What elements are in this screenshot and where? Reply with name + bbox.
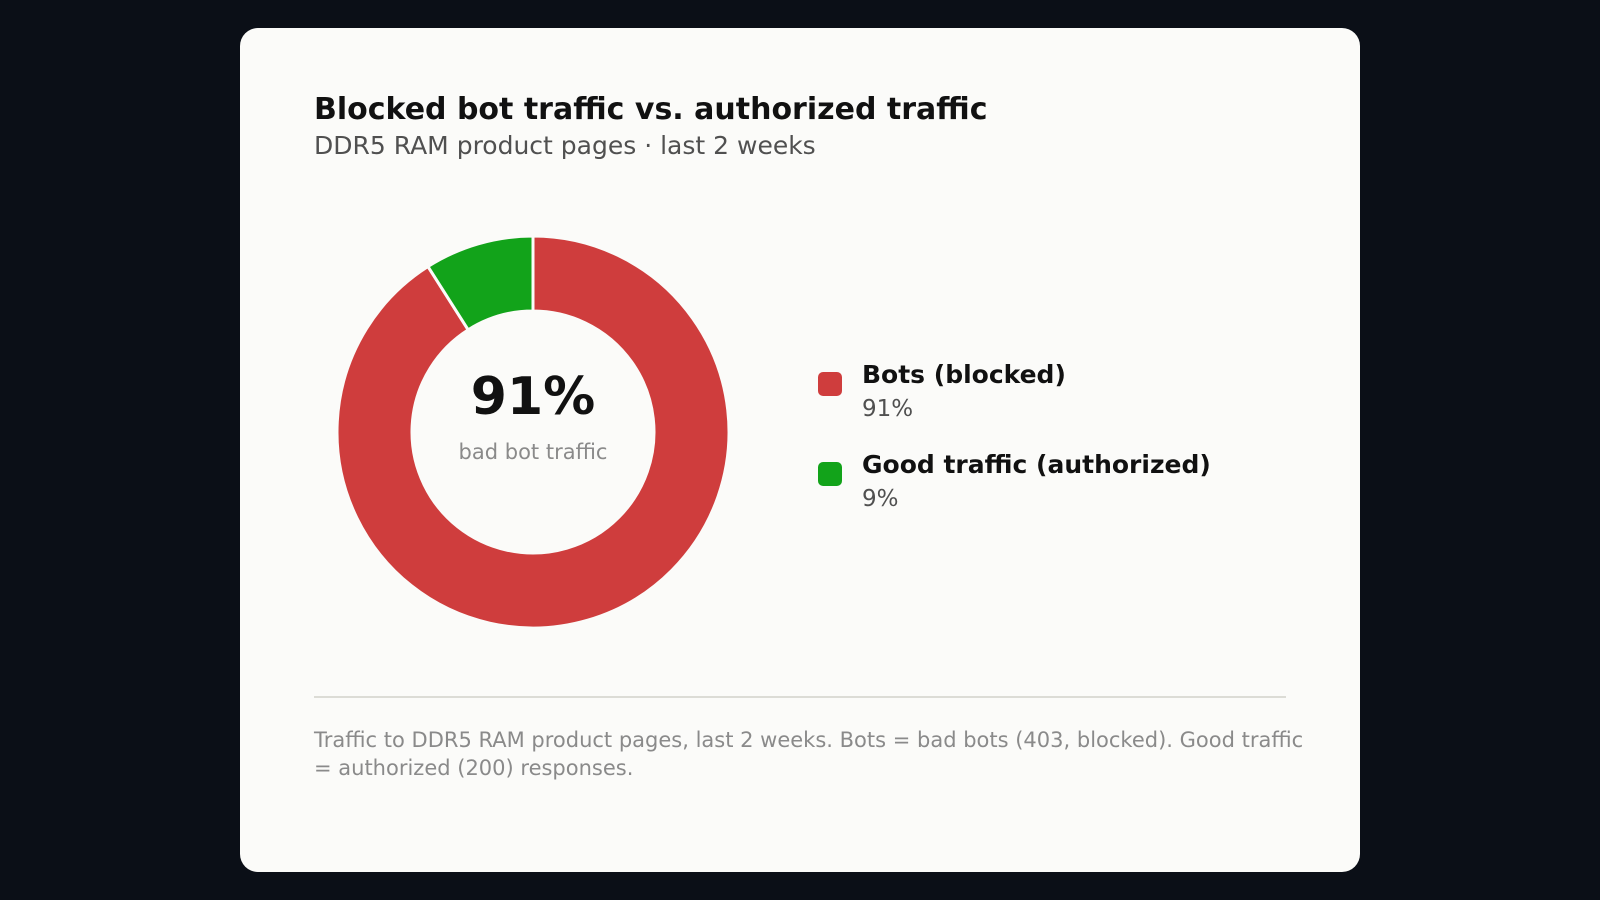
chart-title: Blocked bot traffic vs. authorized traff…: [314, 92, 988, 127]
center-caption: bad bot traffic: [458, 440, 608, 464]
center-value: 91%: [470, 367, 596, 427]
chart-subtitle: DDR5 RAM product pages · last 2 weeks: [314, 131, 816, 160]
legend-value-bots: 91%: [862, 396, 914, 422]
legend-swatch-good-traffic: [818, 462, 842, 486]
donut-slice-bots: [335, 234, 731, 630]
legend-value-good-traffic: 9%: [862, 486, 899, 512]
legend-label-good-traffic: Good traffic (authorized): [862, 450, 1211, 479]
chart-footnote: Traffic to DDR5 RAM product pages, last …: [314, 728, 1304, 780]
divider: [314, 696, 1286, 698]
legend-label-bots: Bots (blocked): [862, 360, 1066, 389]
legend-swatch-bots: [818, 372, 842, 396]
donut-svg: [335, 234, 731, 630]
donut-slice-good-traffic: [425, 234, 535, 332]
donut-chart: 91% bad bot traffic: [332, 231, 734, 633]
donut-center-label: 91% bad bot traffic: [332, 231, 734, 633]
chart-card: Blocked bot traffic vs. authorized traff…: [240, 28, 1360, 872]
